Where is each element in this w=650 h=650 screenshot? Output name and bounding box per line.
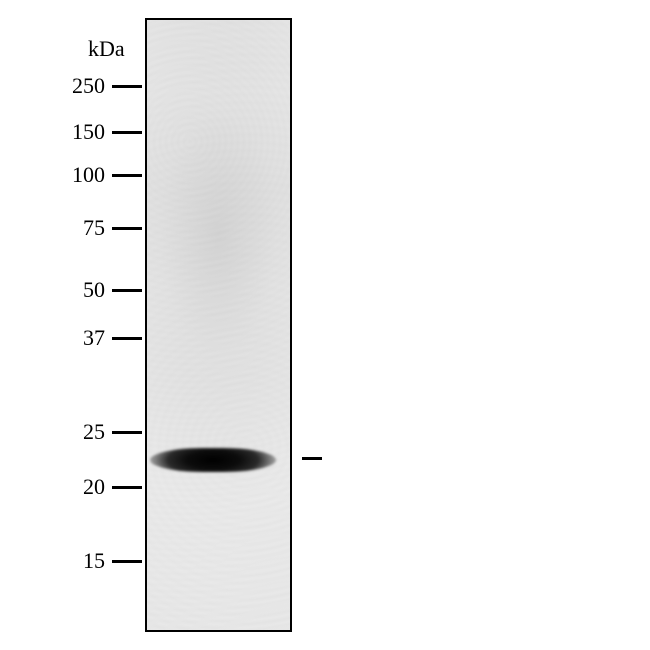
- tick-label-250: 250: [72, 73, 105, 99]
- tick-label-25: 25: [83, 419, 105, 445]
- tick-label-50: 50: [83, 277, 105, 303]
- tick-label-150: 150: [72, 119, 105, 145]
- band-indicator-mark: [302, 457, 322, 460]
- y-axis-unit-label: kDa: [88, 36, 125, 62]
- tick-mark: [112, 486, 142, 489]
- protein-band: [150, 448, 276, 472]
- blot-lane: [145, 18, 292, 632]
- tick-mark: [112, 174, 142, 177]
- tick-label-75: 75: [83, 215, 105, 241]
- tick-label-37: 37: [83, 325, 105, 351]
- tick-label-100: 100: [72, 162, 105, 188]
- tick-mark: [112, 337, 142, 340]
- tick-mark: [112, 289, 142, 292]
- tick-mark: [112, 85, 142, 88]
- tick-mark: [112, 131, 142, 134]
- western-blot-figure: kDa 250 150 100 75 50 37 25 20 15: [0, 0, 650, 650]
- blot-lane-noise: [147, 20, 290, 630]
- tick-mark: [112, 227, 142, 230]
- tick-label-20: 20: [83, 474, 105, 500]
- tick-mark: [112, 431, 142, 434]
- tick-mark: [112, 560, 142, 563]
- tick-label-15: 15: [83, 548, 105, 574]
